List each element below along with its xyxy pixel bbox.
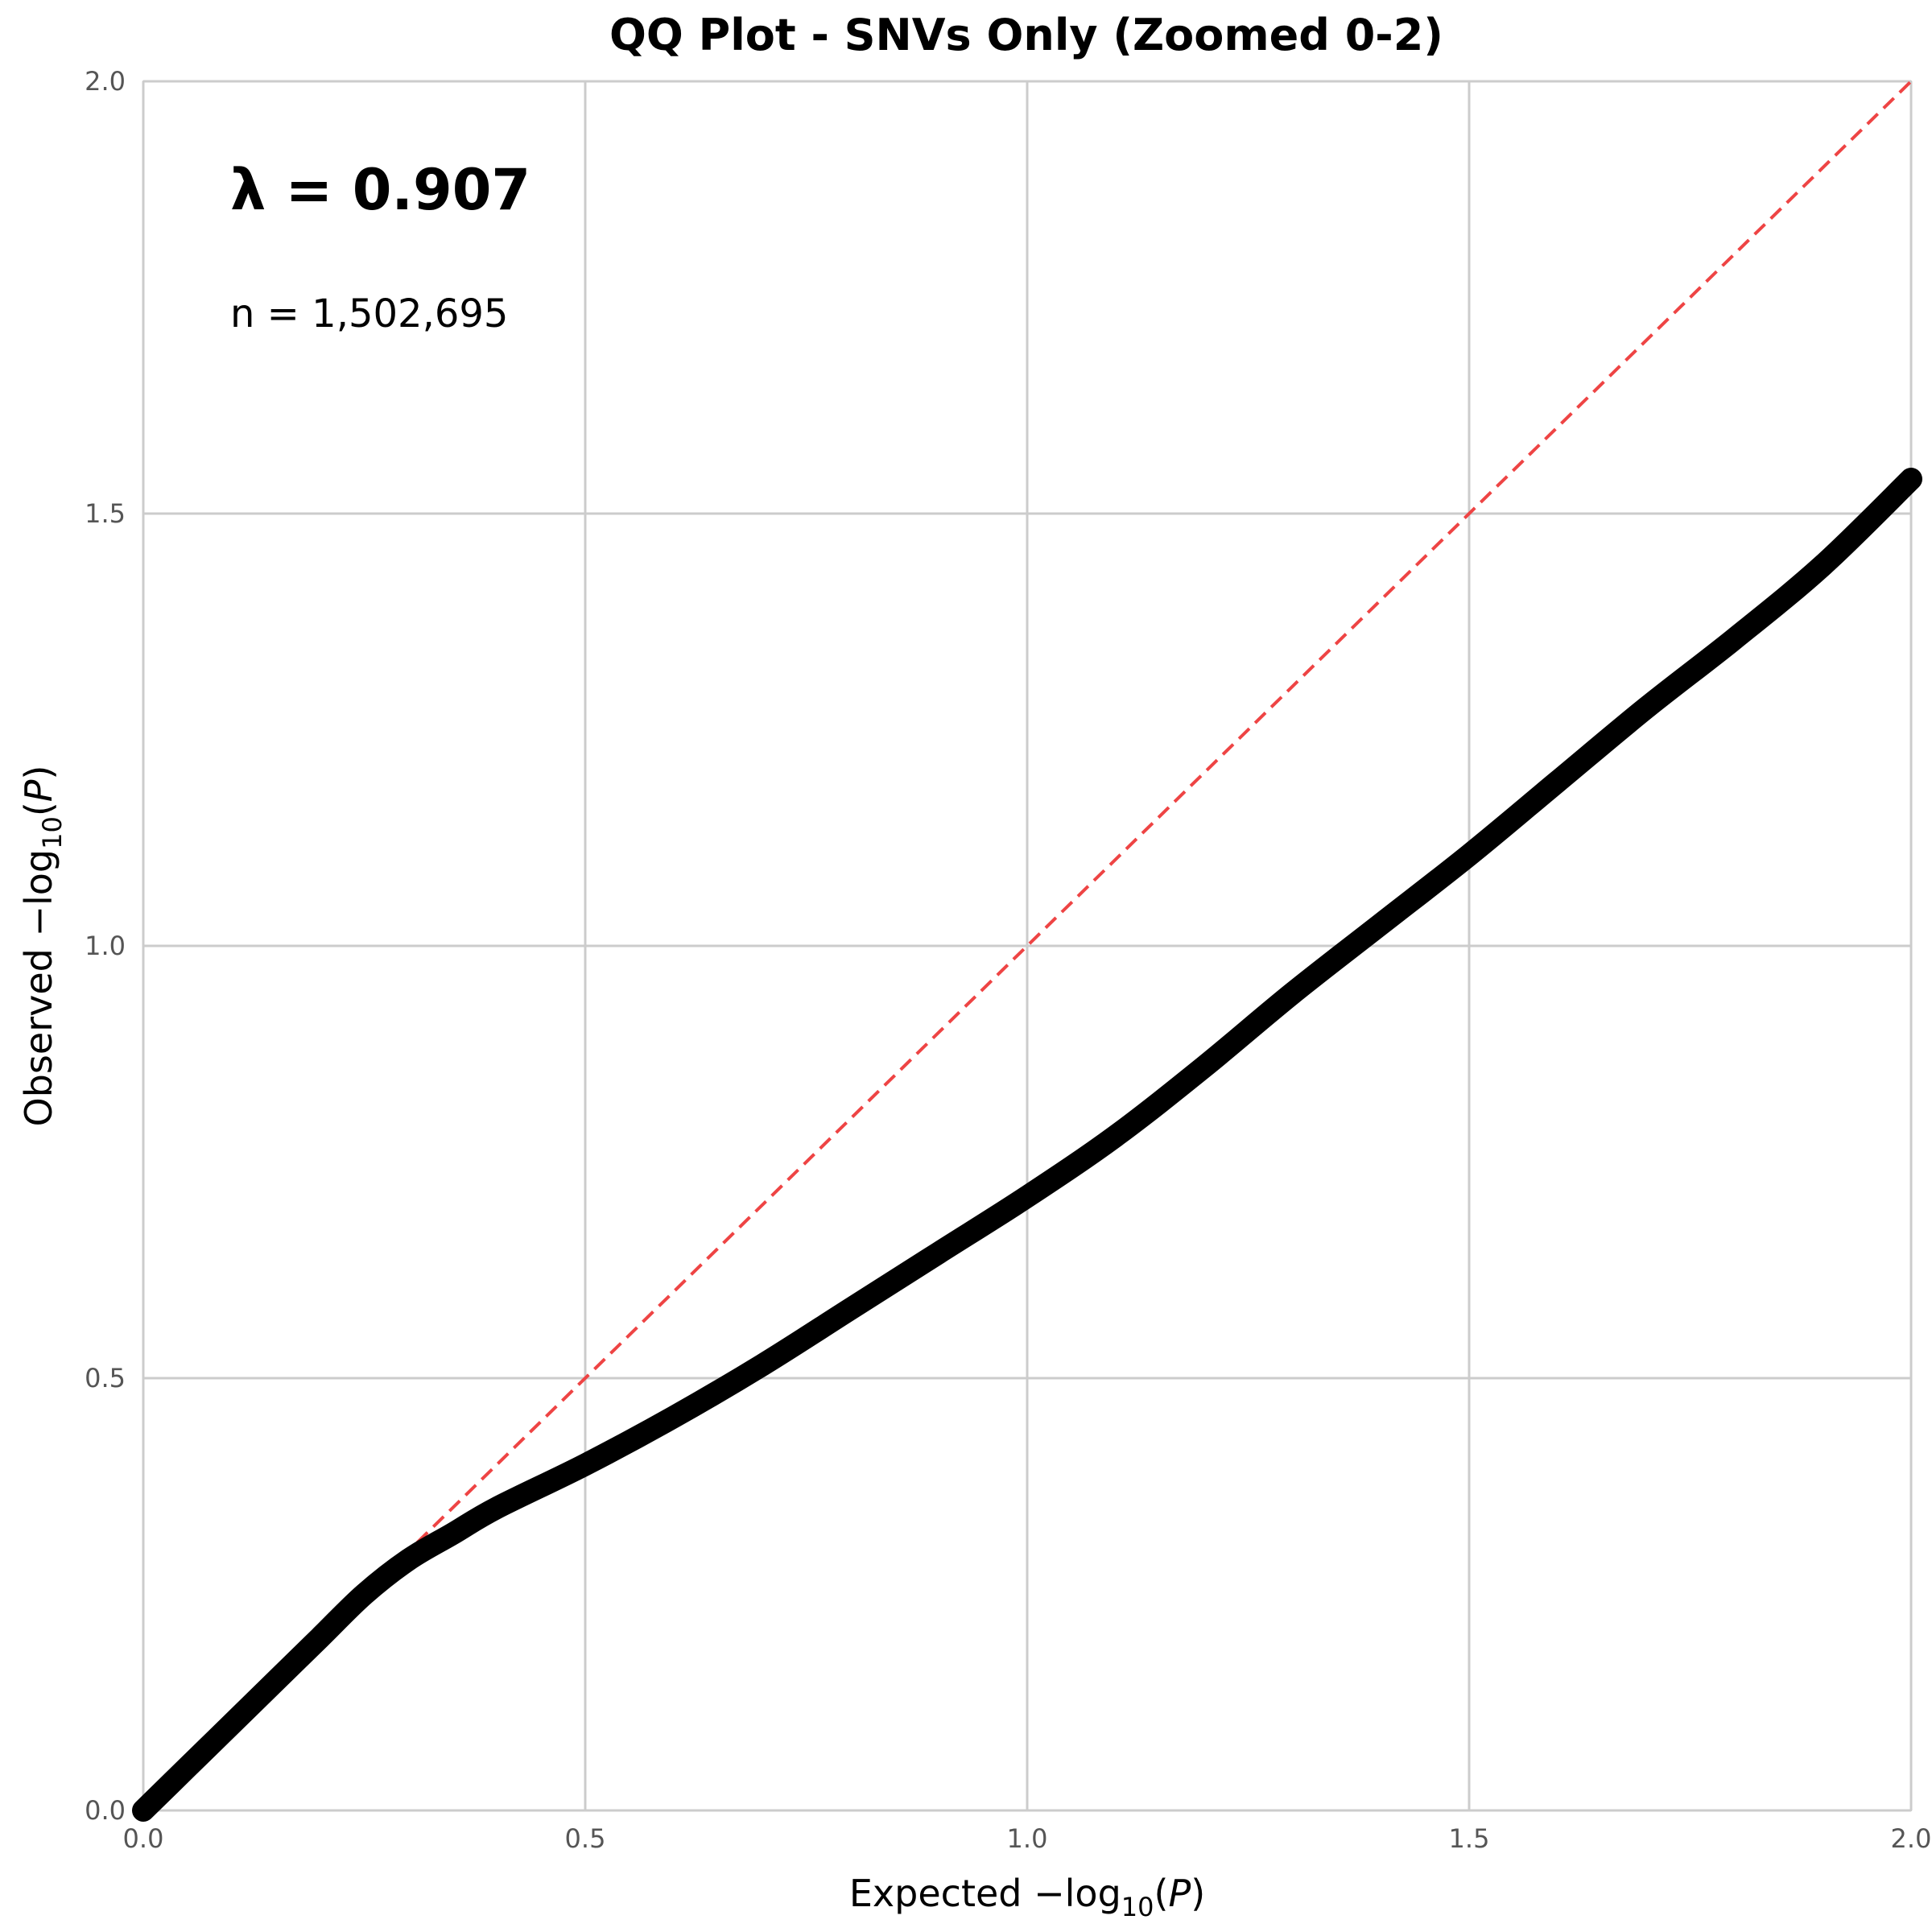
y-tick-label: 2.0 <box>85 66 126 97</box>
reference-diagonal-line <box>142 80 1913 1812</box>
x-tick-label: 0.5 <box>565 1823 606 1854</box>
x-tick-label: 1.0 <box>1007 1823 1048 1854</box>
x-tick-label: 0.0 <box>123 1823 164 1854</box>
y-tick-label: 0.0 <box>85 1795 126 1826</box>
observed-pvalue-series <box>132 468 1922 1822</box>
y-tick-labels: 0.0 0.5 1.0 1.5 2.0 <box>85 66 126 1826</box>
sample-count-annotation: n = 1,502,695 <box>230 291 508 336</box>
x-tick-label: 2.0 <box>1891 1823 1932 1854</box>
x-axis-label: Expected −log10(P) <box>849 1872 1205 1922</box>
plot-area-border <box>142 80 1912 1811</box>
lambda-annotation: λ = 0.907 <box>230 157 530 223</box>
y-tick-label: 1.0 <box>85 931 126 961</box>
x-tick-label: 1.5 <box>1449 1823 1490 1854</box>
x-tick-labels: 0.0 0.5 1.0 1.5 2.0 <box>123 1823 1932 1854</box>
y-axis-label: Observed −log10(P) <box>17 766 68 1127</box>
y-tick-label: 0.5 <box>85 1363 126 1393</box>
y-tick-label: 1.5 <box>85 498 126 529</box>
chart-title: QQ Plot - SNVs Only (Zoomed 0-2) <box>609 10 1443 60</box>
